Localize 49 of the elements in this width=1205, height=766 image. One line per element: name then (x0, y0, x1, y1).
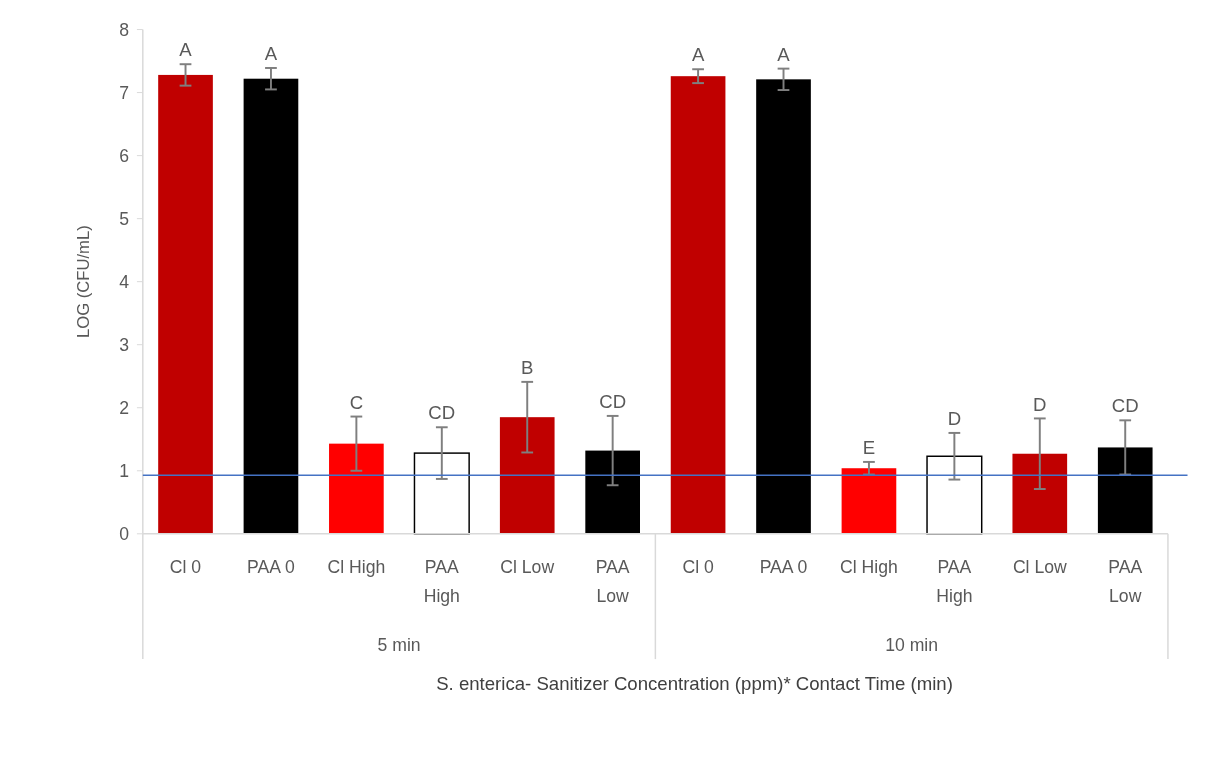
bar (585, 450, 640, 534)
y-tick-label: 8 (119, 19, 130, 40)
x-tick-label: Cl High (840, 556, 898, 577)
x-tick-label: PAA High (936, 556, 973, 607)
bar (329, 443, 384, 534)
bar (499, 417, 555, 534)
x-tick-label: PAA High (423, 556, 460, 607)
data-label: CD (599, 391, 627, 413)
x-tick-label: Cl Low (1012, 556, 1067, 577)
y-tick-label: 1 (119, 460, 130, 481)
data-label: CD (1111, 395, 1139, 417)
bar (756, 79, 811, 534)
data-label: A (264, 43, 278, 65)
data-label: D (947, 408, 962, 430)
x-tick-label: Cl 0 (682, 556, 714, 577)
data-label: E (862, 437, 876, 459)
x-tick-label: PAA 0 (247, 556, 295, 577)
data-label: A (777, 43, 791, 65)
bar (670, 76, 726, 534)
x-tick-label: Cl High (327, 556, 386, 577)
bar (413, 452, 470, 535)
data-label: D (1033, 393, 1047, 415)
text: 5 min (377, 635, 421, 656)
y-tick-label: 7 (119, 82, 130, 103)
y-tick-label: 0 (119, 523, 130, 544)
x-axis-title: S. enterica- Sanitizer Concentration (ppm)* Contact Time (min) (436, 673, 953, 695)
x-tick-label: Cl 0 (169, 556, 202, 577)
text: 10 min (885, 635, 939, 656)
data-label: C (349, 391, 364, 413)
data-label: A (691, 44, 705, 66)
data-label: A (179, 39, 193, 61)
data-label: B (521, 357, 534, 379)
bar (158, 74, 213, 534)
bar (243, 78, 299, 534)
y-tick-label: 6 (119, 145, 130, 166)
y-tick-label: 4 (119, 271, 130, 292)
bar (1097, 447, 1153, 534)
x-tick-label: PAA Low (595, 556, 630, 607)
x-tick-label: Cl Low (500, 556, 555, 577)
y-tick-label: 5 (119, 208, 130, 229)
x-tick-label: PAA Low (1108, 556, 1143, 607)
bar (926, 455, 983, 535)
x-tick-label: PAA 0 (759, 556, 808, 577)
bar (841, 468, 897, 534)
bar (1012, 453, 1068, 534)
y-tick-label: 2 (119, 397, 130, 418)
data-label: CD (428, 402, 456, 424)
y-tick-label: 3 (119, 334, 130, 355)
y-axis-title: LOG (CFU/mL) (73, 225, 93, 339)
